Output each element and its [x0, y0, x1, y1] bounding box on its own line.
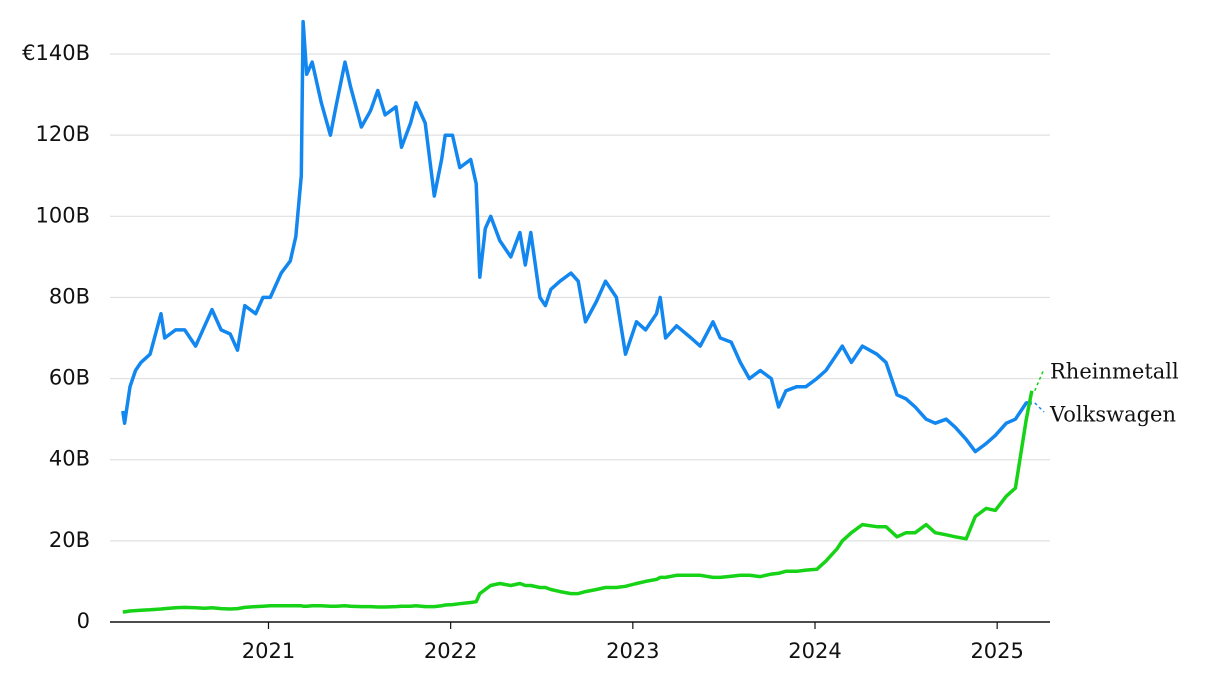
label-leader	[1034, 402, 1045, 413]
y-tick-label: 40B	[49, 447, 90, 471]
y-tick-label: 20B	[49, 528, 90, 552]
x-tick-label: 2024	[788, 639, 841, 663]
y-tick-label: €140B	[22, 41, 90, 65]
x-tick-label: 2021	[242, 639, 295, 663]
series-line	[121, 19, 1032, 454]
label-leader	[1034, 368, 1045, 392]
x-tick-label: 2023	[606, 639, 659, 663]
y-tick-label: 60B	[49, 366, 90, 390]
x-tick-label: 2025	[970, 639, 1023, 663]
y-tick-label: 120B	[36, 122, 91, 146]
x-tick-label: 2022	[424, 639, 477, 663]
y-tick-label: 100B	[36, 203, 91, 227]
y-tick-label: 80B	[49, 284, 90, 308]
y-tick-label: 0	[77, 609, 90, 633]
series-line	[122, 390, 1034, 614]
series-label: Volkswagen	[1049, 403, 1176, 427]
series-label: Rheinmetall	[1050, 360, 1179, 384]
